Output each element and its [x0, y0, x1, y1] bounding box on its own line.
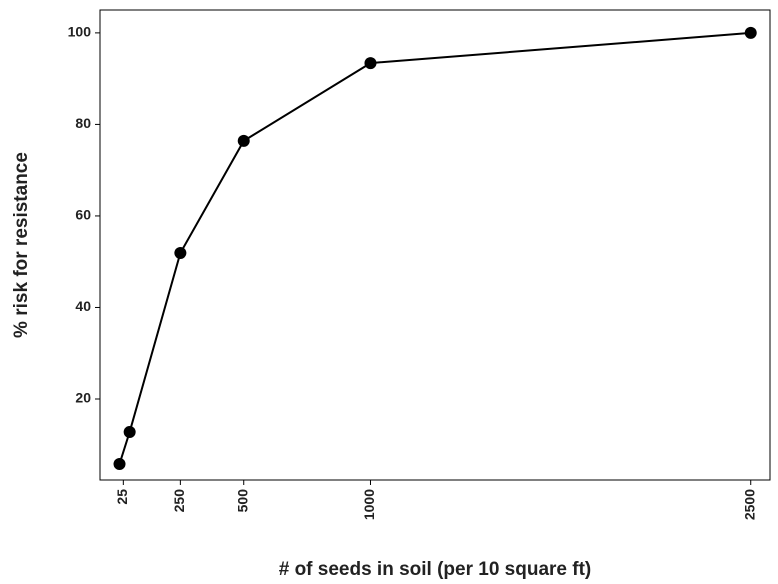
point — [364, 57, 377, 70]
line — [118, 31, 751, 465]
x-tick-label: 2500 — [741, 489, 757, 520]
x-tick-label: 1000 — [361, 489, 377, 520]
y-tick-label: 40 — [75, 298, 91, 314]
y-axis-title: % risk for resistance — [11, 152, 32, 338]
x-tick-label: 250 — [171, 489, 187, 513]
plot-frame — [99, 9, 771, 481]
point — [744, 26, 757, 39]
point — [123, 425, 136, 438]
point — [113, 457, 126, 470]
y-tick-label: 60 — [75, 207, 91, 223]
y-tick-label: 80 — [75, 115, 91, 131]
y-tick-label: 20 — [75, 390, 91, 406]
x-axis-title: # of seeds in soil (per 10 square ft) — [279, 559, 592, 580]
point — [237, 134, 250, 147]
x-tick-label: 500 — [234, 489, 250, 513]
point — [174, 247, 187, 260]
x-tick-label: 25 — [114, 489, 130, 505]
y-tick-label: 100 — [68, 24, 92, 40]
